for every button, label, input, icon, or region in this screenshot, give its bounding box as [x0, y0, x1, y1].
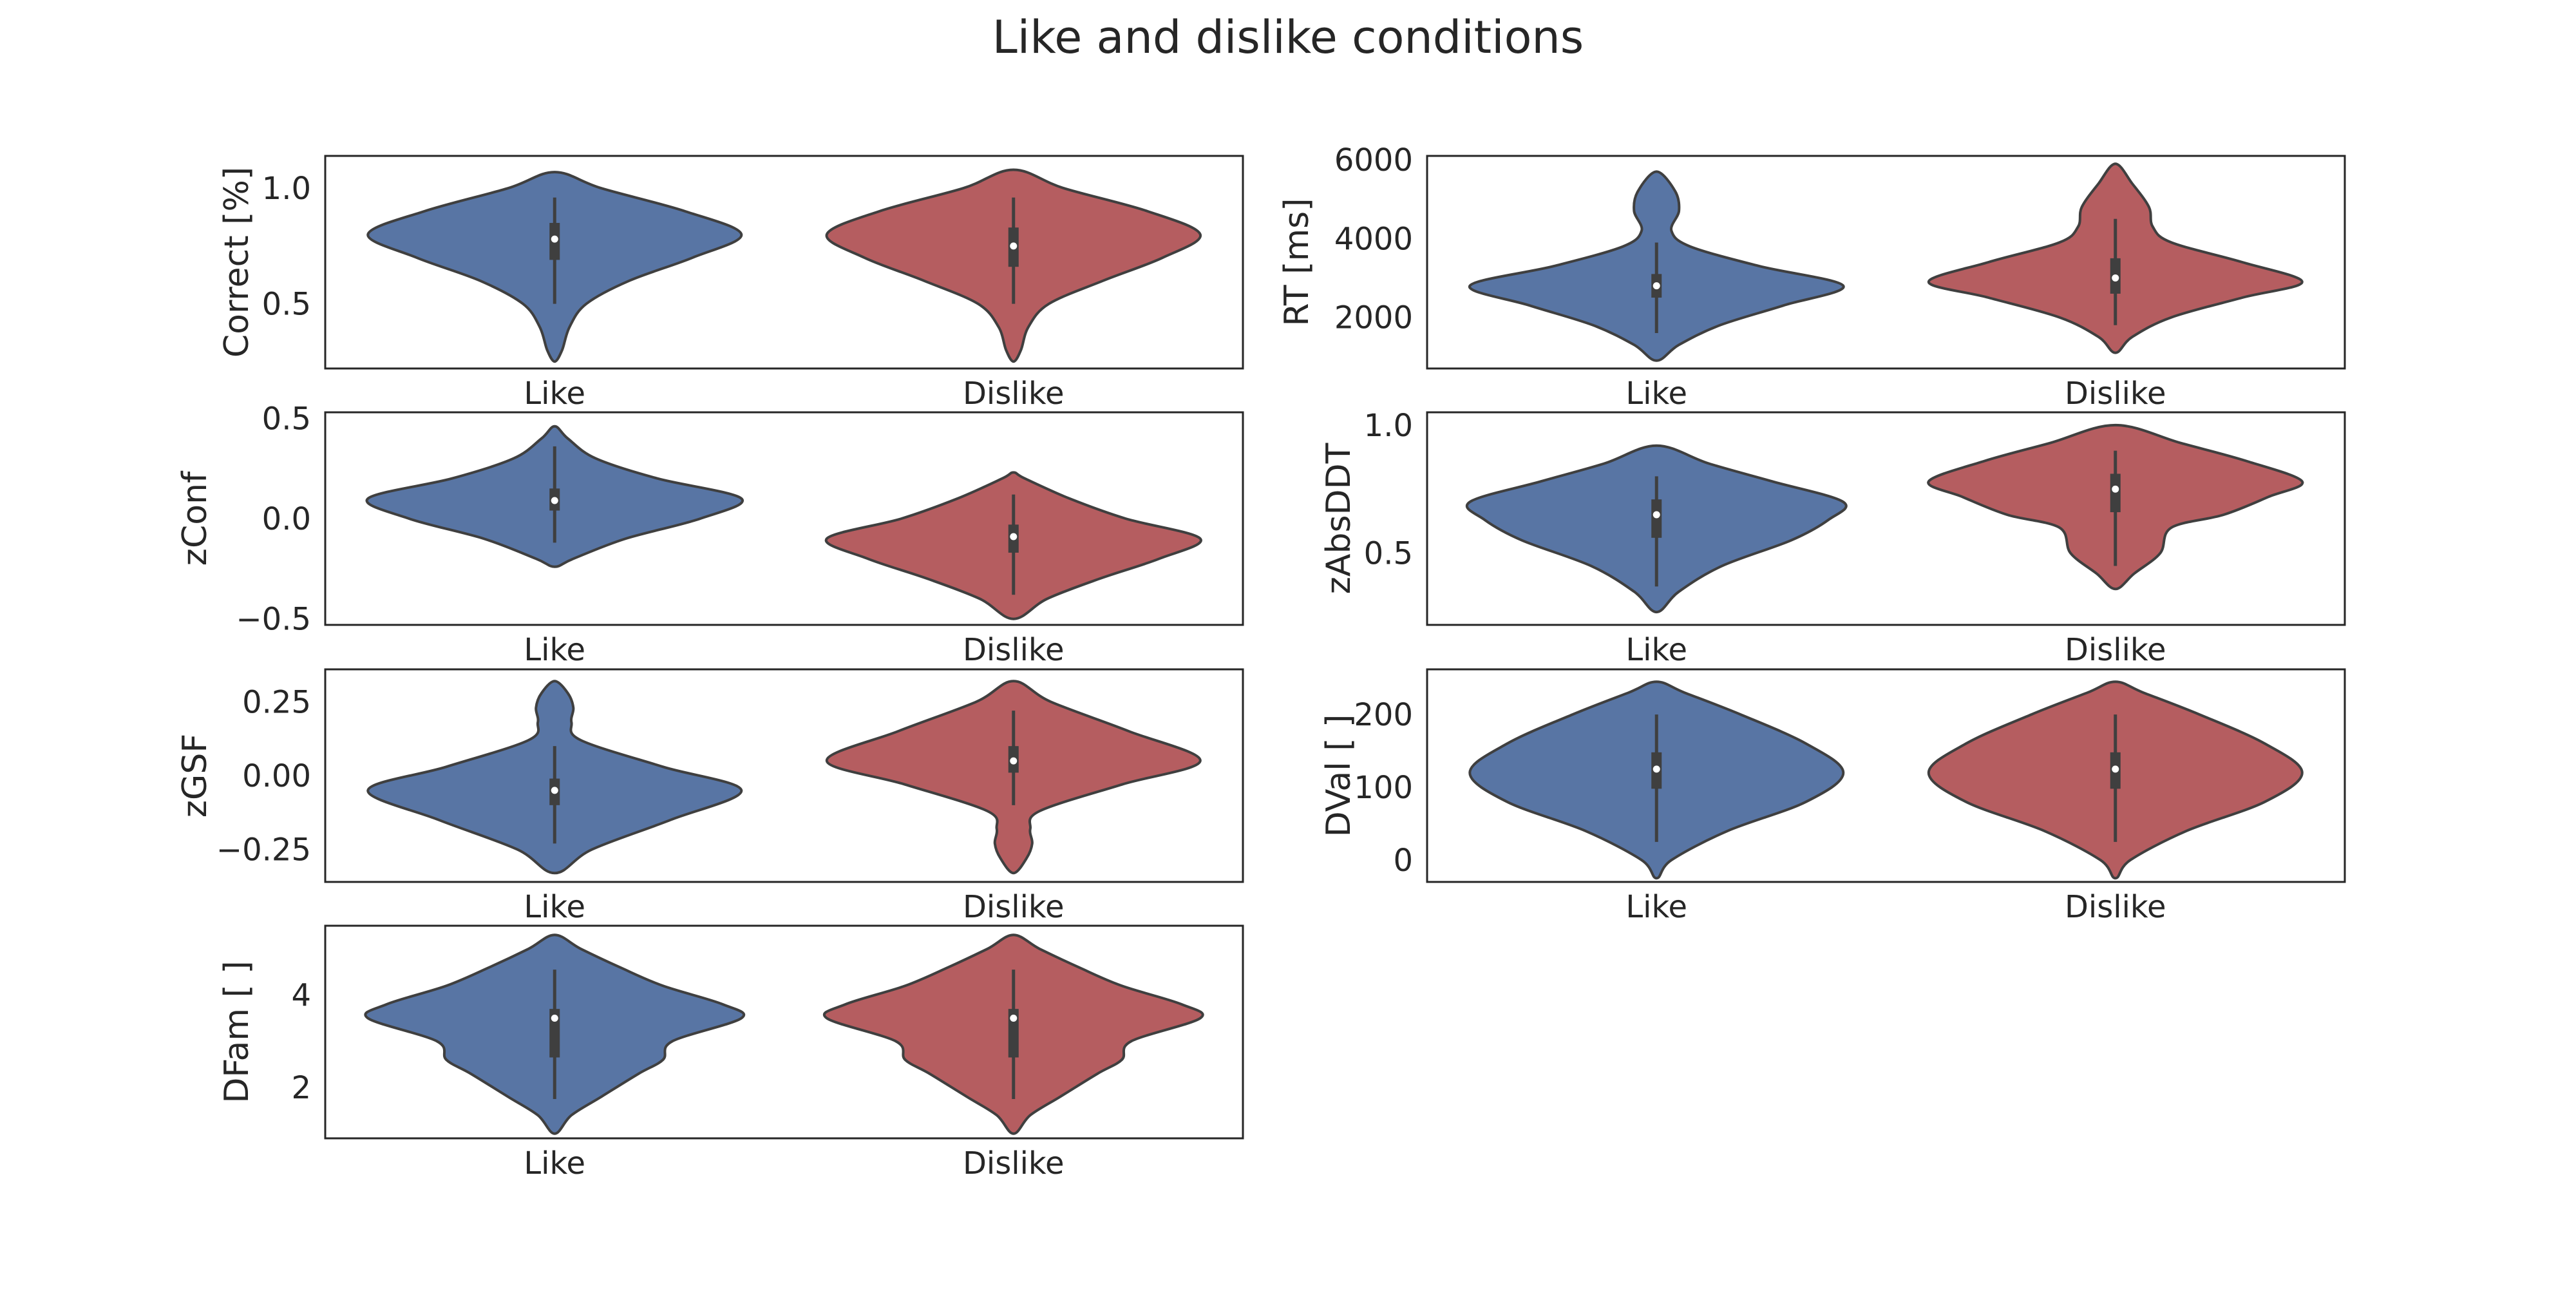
panel-zgsf: −0.25 0.00 0.25 Like Dislike zGSF — [176, 668, 1244, 925]
panel-zconf: −0.5 0.0 0.5 Like Dislike zConf — [176, 401, 1244, 668]
figure-title: Like and dislike conditions — [992, 11, 1584, 64]
ytick-zabsddt-1: 1.0 — [1364, 408, 1413, 444]
median-dislike-dfam — [1010, 1014, 1018, 1022]
median-dislike-zconf — [1010, 533, 1018, 540]
ytick-zconf-2: 0.5 — [262, 401, 311, 437]
ytick-dval-2: 200 — [1354, 697, 1413, 733]
median-like-dfam — [551, 1014, 558, 1022]
median-like-zgsf — [551, 787, 558, 794]
panel-rt-ms: 2000 4000 6000 Like Dislike RT [ms] — [1278, 142, 2346, 412]
median-dislike-rt-ms — [2112, 274, 2119, 282]
median-dislike-correct — [1010, 242, 1018, 250]
panel-zabsddt: 0.5 1.0 Like Dislike zAbsDDT — [1320, 408, 2346, 668]
iqr-box-like-dfam — [549, 1009, 560, 1058]
iqr-box-dislike-zabsddt — [2110, 473, 2121, 513]
xtick-dfam-dislike: Dislike — [963, 1145, 1065, 1181]
xtick-dval-dislike: Dislike — [2065, 889, 2166, 925]
ytick-dfam-0: 2 — [291, 1070, 311, 1106]
panel-correct: 0.5 1.0 Like Dislike Correct [%] — [218, 155, 1244, 412]
median-like-correct — [551, 235, 558, 243]
median-dislike-zabsddt — [2112, 485, 2119, 493]
panel-frame-correct — [324, 155, 1244, 370]
xtick-zgsf-dislike: Dislike — [963, 889, 1065, 925]
ytick-rt-ms-0: 2000 — [1334, 300, 1413, 336]
ylabel-correct: Correct [%] — [218, 167, 256, 358]
xtick-rt-ms-dislike: Dislike — [2065, 376, 2166, 412]
ytick-zconf-0: −0.5 — [236, 602, 311, 638]
ylabel-zabsddt: zAbsDDT — [1320, 443, 1358, 594]
median-dislike-zgsf — [1010, 757, 1018, 765]
panel-frame-rt-ms — [1426, 155, 2346, 370]
xtick-correct-dislike: Dislike — [963, 376, 1065, 412]
ytick-correct-0: 0.5 — [262, 287, 311, 323]
xtick-zabsddt-dislike: Dislike — [2065, 632, 2166, 668]
ylabel-dfam: DFam [ ] — [218, 961, 256, 1103]
iqr-box-like-zabsddt — [1651, 499, 1662, 538]
ylabel-zgsf: zGSF — [176, 734, 214, 818]
panel-frame-zconf — [324, 411, 1244, 626]
xtick-correct-like: Like — [524, 376, 585, 412]
ytick-zgsf-0: −0.25 — [216, 832, 311, 868]
panel-dfam: 2 4 Like Dislike DFam [ ] — [218, 924, 1244, 1181]
xtick-dfam-like: Like — [524, 1145, 585, 1181]
iqr-box-dislike-dfam — [1008, 1009, 1019, 1058]
median-like-dval — [1653, 765, 1660, 773]
ylabel-rt-ms: RT [ms] — [1278, 198, 1316, 327]
ytick-rt-ms-1: 4000 — [1334, 221, 1413, 257]
panel-frame-dval — [1426, 668, 2346, 883]
panel-frame-zgsf — [324, 668, 1244, 883]
panel-frame-zabsddt — [1426, 411, 2346, 626]
panel-frame-dfam — [324, 924, 1244, 1140]
ytick-zabsddt-0: 0.5 — [1364, 536, 1413, 572]
ytick-zgsf-2: 0.25 — [242, 684, 311, 720]
xtick-zconf-like: Like — [524, 632, 585, 668]
xtick-zgsf-like: Like — [524, 889, 585, 925]
xtick-zconf-dislike: Dislike — [963, 632, 1065, 668]
xtick-rt-ms-like: Like — [1625, 376, 1687, 412]
median-like-zconf — [551, 497, 558, 504]
panel-dval: 0 100 200 Like Dislike DVal [ ] — [1320, 668, 2346, 925]
ylabel-dval: DVal [ ] — [1320, 714, 1358, 837]
ytick-dval-0: 0 — [1393, 843, 1413, 879]
median-like-rt-ms — [1653, 282, 1660, 290]
ylabel-zconf: zConf — [176, 470, 214, 566]
ytick-dfam-1: 4 — [291, 978, 311, 1014]
xtick-zabsddt-like: Like — [1625, 632, 1687, 668]
ytick-dval-1: 100 — [1354, 770, 1413, 806]
ytick-rt-ms-2: 6000 — [1334, 142, 1413, 178]
xtick-dval-like: Like — [1625, 889, 1687, 925]
ytick-correct-1: 1.0 — [262, 171, 311, 207]
median-like-zabsddt — [1653, 511, 1660, 519]
ytick-zgsf-1: 0.00 — [242, 758, 311, 794]
median-dislike-dval — [2112, 765, 2119, 773]
ytick-zconf-1: 0.0 — [262, 501, 311, 537]
